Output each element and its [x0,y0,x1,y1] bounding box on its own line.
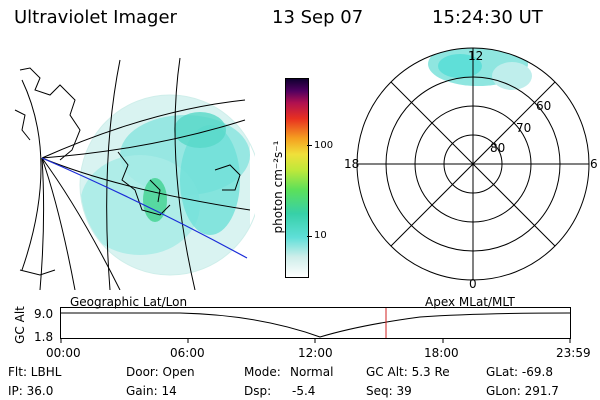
altitude-curve [61,312,571,338]
mode-value: Normal [290,365,334,379]
orbit-axis-label: GC Alt [13,306,27,344]
header-time: 15:24:30 UT [432,7,543,28]
orbit-track [41,157,248,259]
coastlines [14,67,241,276]
dsp-label: Dsp: [244,384,272,398]
lat-label-60: 60 [536,99,551,113]
earth-limb [79,94,255,276]
mlt-label-12: 12 [468,49,483,63]
mlt-label-0: 0 [469,277,477,290]
door-status: Door: Open [126,365,195,379]
alt-bottom-value: 1.8 [34,330,54,344]
header-date: 13 Sep 07 [272,7,364,28]
mlt-label-6: 6 [590,157,598,171]
time-label-0000: 00:00 [46,346,81,360]
mode-label: Mode: [244,365,281,379]
glon-status: GLon: 291.7 [486,384,559,398]
geographic-image-panel [14,57,255,290]
time-label-1200: 12:00 [298,346,333,360]
polar-emission [428,48,532,90]
time-ticks [60,338,571,343]
time-label-2359: 23:59 [556,346,591,360]
filter-status: Flt: LBHL [8,365,62,379]
alt-top-value: 9.0 [34,307,54,321]
glat-status: GLat: -69.8 [486,365,553,379]
lat-label-80: 80 [490,141,505,155]
colorbar-tick-100 [307,145,312,146]
gc-alt-status: GC Alt: 5.3 Re [366,365,450,379]
orbit-altitude-strip [60,307,571,343]
mlt-label-18: 18 [344,157,359,171]
ip-status: IP: 36.0 [8,384,54,398]
orbit-strip-frame [60,307,571,339]
colorbar-label-100: 100 [314,140,334,151]
orbit-left-title: Geographic Lat/Lon [70,295,188,309]
geographic-emission-blob [80,95,250,275]
colorbar-tick-10 [307,236,312,237]
lat-label-70: 70 [516,121,531,135]
dsp-value: -5.4 [292,384,316,398]
time-label-0600: 06:00 [170,346,205,360]
app-title: Ultraviolet Imager [14,7,177,28]
orbit-right-title: Apex MLat/MLT [425,295,515,309]
colorbar [285,78,309,278]
colorbar-unit-label: photon cm⁻²s⁻¹ [271,140,285,234]
seq-status: Seq: 39 [366,384,412,398]
time-label-1800: 18:00 [424,346,459,360]
gain-status: Gain: 14 [126,384,177,398]
colorbar-label-10: 10 [314,230,327,241]
polar-grid [356,47,590,281]
polar-plot: 12 18 6 0 60 70 80 [344,47,598,290]
